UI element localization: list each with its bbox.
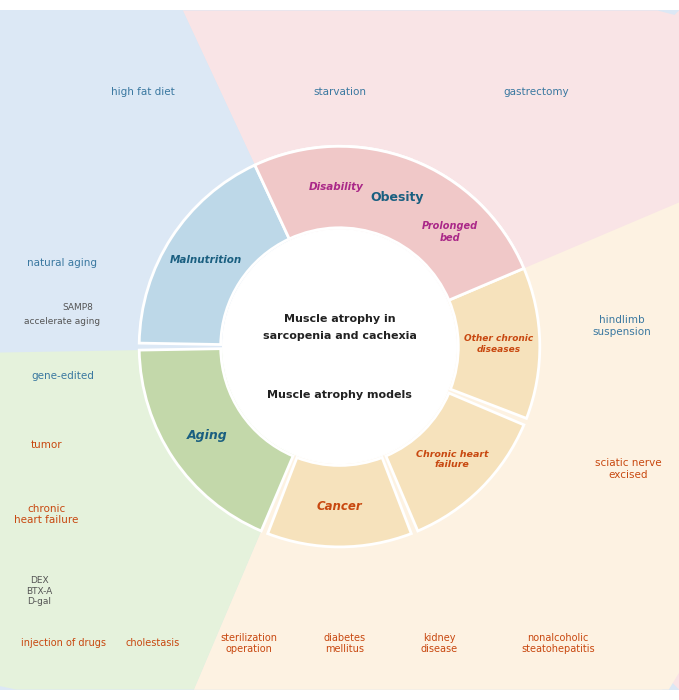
Text: diabetes
mellitus: diabetes mellitus [323, 633, 365, 654]
Text: sarcopenia and cachexia: sarcopenia and cachexia [263, 331, 416, 342]
Circle shape [223, 230, 456, 463]
Text: gastrectomy: gastrectomy [504, 87, 569, 97]
Text: hindlimb
suspension: hindlimb suspension [593, 316, 651, 337]
Text: Cancer: Cancer [316, 500, 363, 512]
Wedge shape [261, 146, 411, 237]
Wedge shape [268, 458, 411, 547]
Text: accelerate aging: accelerate aging [24, 317, 100, 326]
Wedge shape [386, 162, 521, 296]
Text: Muscle atrophy in: Muscle atrophy in [284, 314, 395, 324]
Polygon shape [194, 202, 679, 690]
Text: natural aging: natural aging [27, 258, 98, 268]
Wedge shape [449, 268, 540, 419]
Wedge shape [386, 393, 524, 531]
Text: nonalcoholic
steatohepatitis: nonalcoholic steatohepatitis [521, 633, 595, 654]
Text: sciatic nerve
excised: sciatic nerve excised [595, 458, 661, 480]
Text: Obesity: Obesity [370, 191, 424, 204]
Wedge shape [139, 349, 293, 531]
Text: tumor: tumor [31, 440, 62, 450]
Text: Aging: Aging [187, 429, 227, 442]
Text: injection of drugs: injection of drugs [20, 638, 106, 648]
Polygon shape [0, 346, 340, 690]
Polygon shape [340, 10, 679, 690]
Wedge shape [139, 165, 289, 344]
Text: Disability: Disability [309, 182, 364, 192]
Text: Other chronic
diseases: Other chronic diseases [464, 334, 534, 354]
Wedge shape [255, 146, 524, 300]
Text: gene-edited: gene-edited [31, 371, 94, 381]
Polygon shape [183, 10, 679, 346]
Text: cholestasis: cholestasis [126, 638, 180, 648]
Text: DEX
BTX-A
D-gal: DEX BTX-A D-gal [26, 576, 52, 606]
Text: high fat diet: high fat diet [111, 87, 175, 97]
Text: kidney
disease: kidney disease [421, 633, 458, 654]
Text: Chronic heart
failure: Chronic heart failure [416, 449, 489, 469]
Polygon shape [194, 202, 679, 690]
Text: starvation: starvation [313, 87, 366, 97]
Text: Muscle atrophy models: Muscle atrophy models [267, 391, 412, 400]
Text: Malnutrition: Malnutrition [170, 255, 242, 265]
Text: SAMP8: SAMP8 [62, 302, 94, 312]
Text: Prolonged
bed: Prolonged bed [422, 221, 479, 243]
Text: sterilization
operation: sterilization operation [221, 633, 278, 654]
Text: chronic
heart failure: chronic heart failure [14, 503, 78, 525]
Polygon shape [0, 10, 340, 353]
